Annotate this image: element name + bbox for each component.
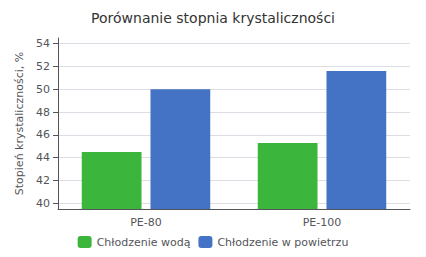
svg-text:Chłodzenie wodą: Chłodzenie wodą <box>97 236 191 249</box>
svg-text:48: 48 <box>36 106 50 119</box>
svg-text:40: 40 <box>36 197 50 210</box>
svg-text:Porównanie stopnia krystaliczn: Porównanie stopnia krystaliczności <box>91 10 335 26</box>
svg-text:Stopień krystaliczności, %: Stopień krystaliczności, % <box>13 52 26 195</box>
svg-text:Chłodzenie w powietrzu: Chłodzenie w powietrzu <box>217 236 348 249</box>
svg-text:46: 46 <box>36 128 50 141</box>
svg-text:52: 52 <box>36 60 50 73</box>
svg-text:54: 54 <box>36 37 50 50</box>
svg-text:44: 44 <box>36 151 50 164</box>
svg-text:50: 50 <box>36 83 50 96</box>
svg-text:PE-100: PE-100 <box>303 216 342 229</box>
svg-text:42: 42 <box>36 174 50 187</box>
svg-text:PE-80: PE-80 <box>130 216 162 229</box>
